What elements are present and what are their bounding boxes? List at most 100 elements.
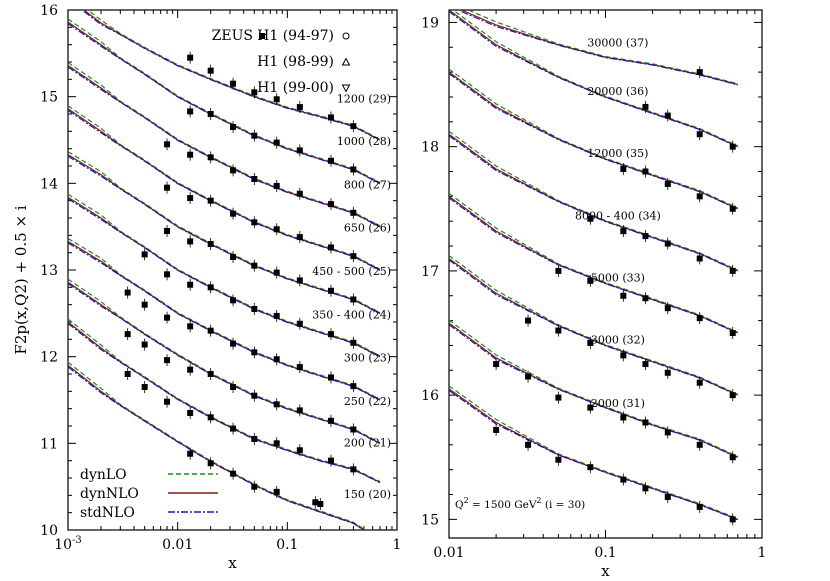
data-point xyxy=(230,384,237,390)
data-point xyxy=(251,132,258,139)
data-point xyxy=(164,141,171,148)
data-point xyxy=(620,352,627,359)
bin-28 xyxy=(68,18,381,185)
data-point xyxy=(729,454,736,461)
bin-30 xyxy=(449,385,739,526)
data-point xyxy=(696,315,703,322)
bin-34 xyxy=(449,130,739,277)
data-point xyxy=(187,238,194,245)
y-tick-label: 15 xyxy=(421,512,439,528)
data-point xyxy=(124,331,131,338)
bin-21 xyxy=(68,318,381,484)
curve-dynLO xyxy=(449,385,739,520)
data-point xyxy=(141,301,148,308)
data-point xyxy=(664,494,671,501)
curve-dynLO xyxy=(449,319,739,458)
data-point xyxy=(696,193,703,200)
data-point xyxy=(187,281,194,288)
data-point xyxy=(273,401,280,408)
data-point xyxy=(230,254,237,260)
bin-29 xyxy=(83,10,381,141)
data-point xyxy=(664,305,671,312)
bin-label: 8000 - 400 (34) xyxy=(575,209,661,222)
curve-stdNLO xyxy=(68,242,381,401)
data-point xyxy=(187,323,194,330)
data-point xyxy=(164,357,171,364)
bin-label: 20000 (36) xyxy=(587,85,648,98)
data-point xyxy=(525,317,532,324)
data-point xyxy=(164,271,171,278)
data-point xyxy=(525,441,532,448)
legend-h1-99-marker xyxy=(341,84,351,93)
y-tick-label: 18 xyxy=(421,140,439,156)
data-point xyxy=(251,219,258,226)
data-point xyxy=(587,404,594,411)
data-point xyxy=(327,244,334,251)
y-tick-label: 17 xyxy=(421,264,439,280)
data-point xyxy=(729,267,736,274)
data-point xyxy=(273,226,280,233)
data-point xyxy=(251,483,258,490)
data-point xyxy=(207,460,214,467)
data-point xyxy=(207,284,214,291)
curve-dynLO xyxy=(86,10,381,140)
q2-label-pre: Q xyxy=(455,499,464,511)
data-point xyxy=(317,501,324,507)
data-point xyxy=(207,154,214,161)
data-point xyxy=(187,195,194,202)
data-point xyxy=(587,464,594,471)
data-point xyxy=(251,436,258,442)
x-tick-label: 1 xyxy=(758,545,767,561)
data-point xyxy=(251,89,258,96)
bin-label: 30000 (37) xyxy=(587,37,648,50)
data-point xyxy=(350,296,357,303)
curve-dynLO xyxy=(68,361,367,530)
q2-label-mid: = 1500 GeV xyxy=(469,499,537,511)
data-point xyxy=(187,366,194,373)
data-point xyxy=(164,398,171,405)
legend-zeus-label: ZEUS xyxy=(212,28,253,44)
data-point xyxy=(230,470,237,477)
bin-35 xyxy=(449,68,739,215)
data-point xyxy=(273,312,280,319)
data-point xyxy=(296,447,303,454)
data-point xyxy=(327,374,334,381)
data-point xyxy=(251,306,258,312)
data-point xyxy=(207,371,214,377)
legend-dynLO-label: dynLO xyxy=(80,467,127,483)
x-tick-label: 0.1 xyxy=(594,545,616,561)
data-point xyxy=(620,476,627,483)
data-point xyxy=(187,108,194,115)
data-point xyxy=(251,392,258,399)
bin-label: 450 - 500 (25) xyxy=(312,265,391,278)
data-point xyxy=(164,228,171,234)
bin-label: 200 (21) xyxy=(344,437,391,450)
data-point xyxy=(642,295,649,302)
data-point xyxy=(664,112,671,119)
bin-label: 650 (26) xyxy=(344,222,391,235)
data-point xyxy=(251,349,258,356)
bin-25 xyxy=(68,151,381,315)
curve-stdNLO xyxy=(68,198,381,358)
q2-label-sup: 2 xyxy=(464,496,469,505)
data-point xyxy=(696,255,703,262)
data-point xyxy=(296,277,303,284)
data-point xyxy=(207,197,214,204)
y-tick-label: 15 xyxy=(40,90,58,106)
data-point xyxy=(296,190,303,197)
data-point xyxy=(273,269,280,276)
data-point xyxy=(696,69,703,76)
data-point xyxy=(187,450,194,457)
data-point xyxy=(312,499,319,506)
data-point xyxy=(696,441,703,448)
curve-stdNLO xyxy=(83,11,381,141)
data-point xyxy=(620,414,627,421)
data-point xyxy=(164,184,171,191)
data-point xyxy=(207,111,214,117)
data-point xyxy=(273,182,280,189)
data-point xyxy=(230,297,237,304)
bin-label: 800 (27) xyxy=(344,178,391,191)
curve-dynLO xyxy=(452,10,739,147)
bin-27 xyxy=(68,62,381,228)
